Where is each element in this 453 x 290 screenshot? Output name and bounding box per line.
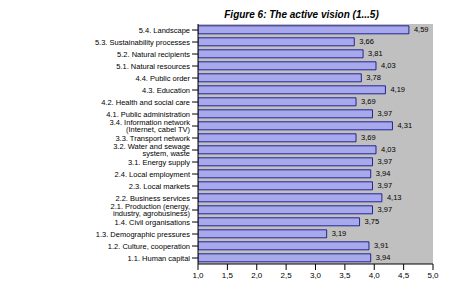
svg-text:1.4. Civil organisations: 1.4. Civil organisations (115, 218, 191, 227)
svg-text:3,75: 3,75 (365, 217, 380, 226)
svg-text:1.1. Human capital: 1.1. Human capital (127, 254, 190, 263)
svg-text:2.3. Local markets: 2.3. Local markets (129, 182, 191, 191)
svg-text:4,03: 4,03 (381, 145, 396, 154)
svg-text:3,91: 3,91 (374, 241, 389, 250)
svg-text:3,97: 3,97 (377, 109, 392, 118)
svg-text:1.2. Culture, cooperation: 1.2. Culture, cooperation (108, 242, 190, 251)
svg-text:3,69: 3,69 (361, 97, 376, 106)
svg-text:1.3. Demographic pressures: 1.3. Demographic pressures (96, 230, 190, 239)
svg-text:4.1. Public administration: 4.1. Public administration (106, 109, 190, 119)
svg-text:3,81: 3,81 (368, 49, 383, 58)
svg-text:3.1. Energy supply: 3.1. Energy supply (128, 158, 190, 167)
svg-text:3,69: 3,69 (361, 133, 376, 142)
svg-text:2,5: 2,5 (281, 271, 293, 280)
svg-text:3,94: 3,94 (376, 169, 391, 178)
svg-text:4,19: 4,19 (390, 85, 405, 94)
svg-text:3,94: 3,94 (376, 253, 391, 262)
svg-text:3,0: 3,0 (310, 271, 322, 280)
svg-text:3,78: 3,78 (366, 73, 381, 82)
svg-text:1,5: 1,5 (222, 271, 234, 280)
svg-text:5,0: 5,0 (427, 271, 439, 280)
svg-text:3,19: 3,19 (332, 229, 347, 238)
svg-text:4.2. Health and social care: 4.2. Health and social care (101, 98, 190, 107)
svg-text:2,0: 2,0 (251, 271, 263, 280)
svg-text:4,5: 4,5 (398, 271, 410, 280)
svg-text:4,31: 4,31 (397, 121, 412, 130)
svg-text:4.4. Public order: 4.4. Public order (135, 74, 190, 83)
svg-text:5.1. Natural resources: 5.1. Natural resources (116, 62, 190, 71)
svg-text:4,03: 4,03 (381, 61, 396, 70)
svg-text:3,97: 3,97 (377, 181, 392, 190)
svg-text:3.4. Information network(Inter: 3.4. Information network(Internet, cabel… (110, 118, 191, 135)
svg-text:5.2. Natural recipients: 5.2. Natural recipients (117, 50, 190, 59)
svg-text:2.1. Production (energy,indust: 2.1. Production (energy,industry, agrobu… (111, 202, 191, 219)
svg-text:2.2. Business services: 2.2. Business services (115, 193, 190, 203)
svg-text:3.2. Water and sewagesystem, w: 3.2. Water and sewagesystem, waste (113, 142, 190, 159)
svg-text:4.3. Education: 4.3. Education (142, 86, 190, 95)
svg-text:3,97: 3,97 (377, 157, 392, 166)
svg-text:3.3. Transport network: 3.3. Transport network (115, 133, 190, 143)
svg-text:4,0: 4,0 (369, 271, 381, 280)
svg-text:3,66: 3,66 (359, 37, 374, 46)
svg-text:1,0: 1,0 (192, 271, 204, 280)
svg-text:5.3. Sustainability processes: 5.3. Sustainability processes (95, 38, 190, 47)
svg-text:3,97: 3,97 (377, 205, 392, 214)
svg-text:3,5: 3,5 (339, 271, 351, 280)
svg-text:4,13: 4,13 (387, 193, 402, 202)
svg-text:4,59: 4,59 (414, 25, 429, 34)
svg-text:5.4. Landscape: 5.4. Landscape (139, 26, 190, 35)
svg-text:2.4. Local employment: 2.4. Local employment (115, 170, 191, 179)
html-text:Figure 6: The active vision (1: Figure 6: The active vision (1...5) (224, 9, 379, 20)
